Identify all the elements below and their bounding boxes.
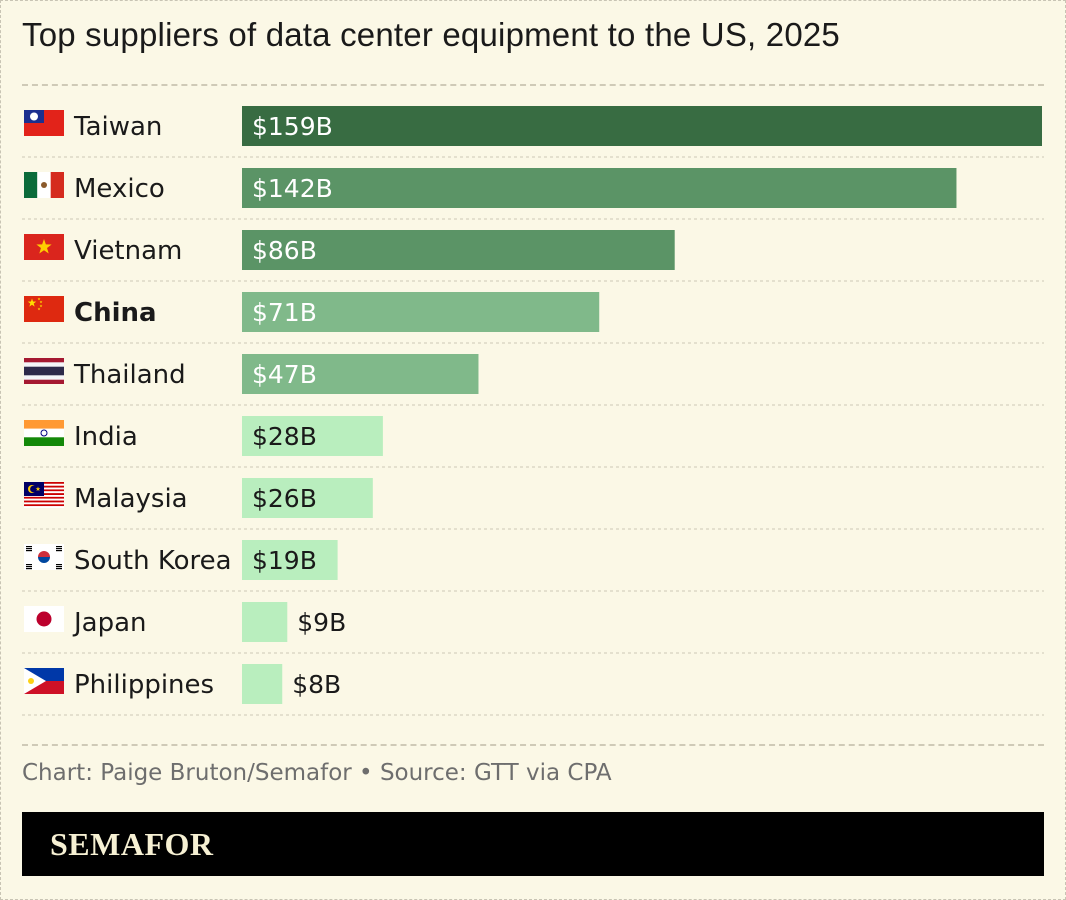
vietnam-flag-icon xyxy=(24,234,64,260)
china-flag-icon xyxy=(24,296,64,322)
bar-india xyxy=(242,416,383,456)
category-label: Philippines xyxy=(74,670,214,700)
thailand-flag-icon xyxy=(24,358,64,384)
value-label: $71B xyxy=(252,298,317,327)
value-label: $19B xyxy=(252,546,317,575)
value-label: $86B xyxy=(252,236,317,265)
malaysia-flag-icon xyxy=(24,482,64,508)
category-label: South Korea xyxy=(74,546,232,576)
brand-bar: SEMAFOR xyxy=(22,812,1044,876)
mexico-flag-icon xyxy=(24,172,64,198)
category-label: Vietnam xyxy=(74,236,182,266)
bar-china xyxy=(242,292,600,332)
bar-south-korea xyxy=(242,540,338,580)
value-label: $142B xyxy=(252,174,333,203)
japan-flag-icon xyxy=(24,606,64,632)
bottom-divider xyxy=(22,744,1044,746)
category-label: India xyxy=(74,422,138,452)
category-label: China xyxy=(74,298,157,328)
bar-chart: Taiwan $159B Mexico $142B Vietnam $86B China $7… xyxy=(22,106,1044,716)
bar-taiwan xyxy=(242,106,1042,146)
category-label: Taiwan xyxy=(73,112,162,142)
value-label: $28B xyxy=(252,422,317,451)
value-label: $9B xyxy=(297,608,346,637)
taiwan-flag-icon xyxy=(24,110,64,136)
value-label: $159B xyxy=(252,112,333,141)
category-label: Thailand xyxy=(73,360,186,390)
bar-philippines xyxy=(242,664,283,704)
brand-logo: SEMAFOR xyxy=(50,826,214,862)
bar-thailand xyxy=(242,354,479,394)
top-divider xyxy=(22,84,1044,86)
value-label: $8B xyxy=(292,670,341,699)
category-label: Malaysia xyxy=(74,484,188,514)
value-label: $26B xyxy=(252,484,317,513)
value-label: $47B xyxy=(252,360,317,389)
bar-japan xyxy=(242,602,288,642)
chart-title: Top suppliers of data center equipment t… xyxy=(22,16,840,53)
south-korea-flag-icon xyxy=(24,544,64,570)
bar-vietnam xyxy=(242,230,675,270)
bar-malaysia xyxy=(242,478,373,518)
category-label: Japan xyxy=(72,608,147,638)
bar-mexico xyxy=(242,168,957,208)
philippines-flag-icon xyxy=(24,668,64,694)
source-note: Chart: Paige Bruton/Semafor • Source: GT… xyxy=(22,760,612,786)
category-label: Mexico xyxy=(74,174,165,204)
india-flag-icon xyxy=(24,420,64,446)
